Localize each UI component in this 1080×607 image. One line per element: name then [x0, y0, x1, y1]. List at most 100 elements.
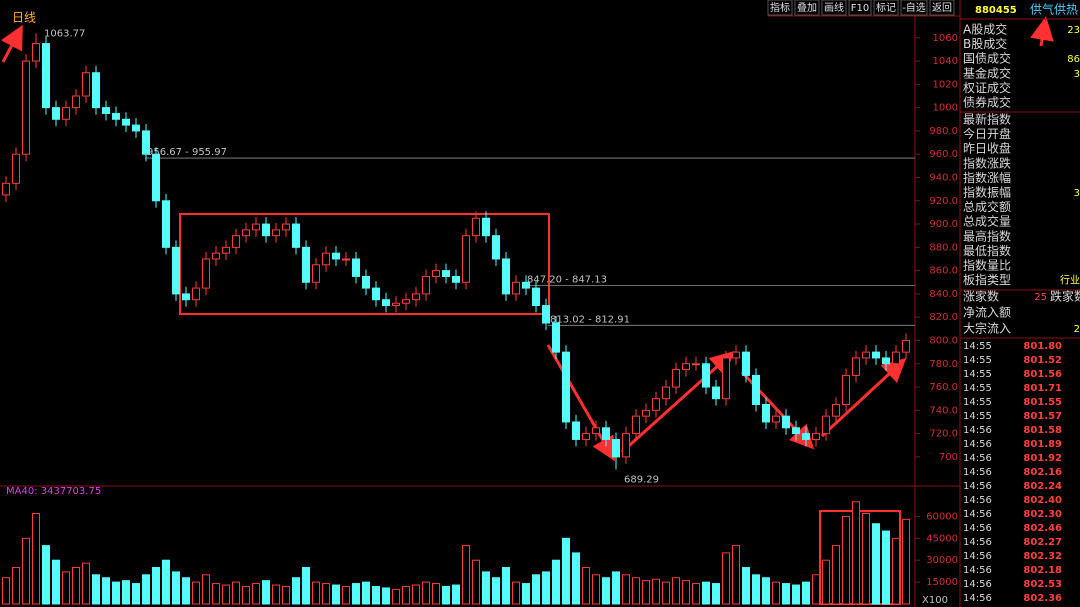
- volume-bar: [252, 583, 260, 605]
- toolbar-label[interactable]: F10: [851, 3, 869, 14]
- candle-body: [212, 252, 220, 260]
- toolbar-label[interactable]: 指标: [770, 1, 790, 14]
- panel-value: 2: [1074, 324, 1080, 335]
- tick-time: 14:56: [963, 551, 992, 562]
- toolbar-button[interactable]: [848, 0, 872, 16]
- toolbar-button[interactable]: [929, 0, 955, 16]
- ref-label: 847.20 - 847.13: [527, 275, 607, 286]
- candle-body: [882, 357, 890, 365]
- toolbar-button[interactable]: [794, 0, 820, 16]
- toolbar-button[interactable]: [900, 0, 928, 16]
- tick-time: 14:56: [963, 467, 992, 478]
- y-tick-label: 1060: [933, 33, 958, 44]
- volume-bar: [592, 574, 600, 605]
- candle-body: [742, 351, 750, 376]
- volume-bar: [132, 583, 140, 605]
- volume-bar: [682, 580, 690, 605]
- candle-body: [152, 153, 160, 202]
- candle-body: [452, 275, 460, 283]
- name: 供气供热: [1030, 2, 1078, 17]
- panel-label: 指数振幅: [963, 185, 1011, 200]
- y-tick-label: 840.0: [929, 289, 958, 300]
- tick-price: 801.56: [1023, 369, 1062, 380]
- volume-bar: [712, 583, 720, 605]
- toolbar-label[interactable]: 叠加: [797, 2, 817, 14]
- panel-label: 最高指数: [963, 228, 1011, 243]
- volume-bar: [412, 584, 420, 605]
- panel-label: 最新指数: [963, 112, 1011, 127]
- candle-body: [612, 438, 620, 458]
- candle-body: [232, 235, 240, 248]
- volume-bar: [552, 559, 560, 605]
- volume-bar: [162, 559, 170, 605]
- candle-body: [412, 293, 420, 301]
- tick-price: 802.18: [1023, 565, 1062, 576]
- candle-body: [192, 287, 200, 301]
- tick-time: 14:56: [963, 481, 992, 492]
- candle-body: [242, 229, 250, 237]
- toolbar-label[interactable]: 返回: [932, 2, 952, 14]
- toolbar-label[interactable]: 标记: [876, 2, 896, 14]
- toolbar-label[interactable]: 画线: [824, 1, 844, 14]
- candle-body: [52, 107, 60, 120]
- candle-body: [592, 427, 600, 435]
- candle-body: [462, 235, 470, 283]
- candle-body: [272, 229, 280, 237]
- tick-price: 802.36: [1023, 593, 1062, 604]
- period-label: 日线: [12, 11, 36, 25]
- volume-bar: [102, 577, 110, 605]
- volume-bar: [262, 580, 270, 605]
- panel-label: 总成交额: [963, 199, 1011, 214]
- volume-bar: [292, 577, 300, 605]
- candle-body: [222, 246, 230, 254]
- toolbar-button[interactable]: [873, 0, 899, 16]
- candle-body: [802, 433, 810, 440]
- candle-body: [772, 415, 780, 423]
- volume-bar: [562, 537, 570, 605]
- panel-value: 23: [1067, 25, 1080, 36]
- tick-price: 802.40: [1023, 495, 1062, 506]
- volume-bar: [382, 587, 390, 605]
- candle-body: [752, 374, 760, 406]
- candle-body: [512, 281, 520, 295]
- candle-body: [282, 223, 290, 231]
- volume-bar: [832, 545, 840, 605]
- volume-bar: [362, 581, 370, 605]
- panel-label: 大宗流入: [963, 321, 1011, 336]
- volume-bar: [622, 574, 630, 605]
- candle-body: [722, 357, 730, 400]
- candle-body: [582, 433, 590, 440]
- candle-body: [332, 252, 340, 260]
- tick-price: 802.46: [1023, 523, 1062, 534]
- panel-label: 净流入额: [963, 306, 1011, 320]
- y-tick-label: 1000: [933, 103, 958, 114]
- panel-label: 昨日收盘: [963, 141, 1011, 156]
- volume-bar: [222, 584, 230, 605]
- volume-bar: [642, 580, 650, 605]
- toolbar-button[interactable]: [821, 0, 847, 16]
- y-tick-label: 720.0: [929, 429, 958, 440]
- candle-body: [872, 351, 880, 359]
- toolbar-button[interactable]: [767, 0, 793, 16]
- candle-body: [542, 305, 550, 324]
- volume-bar: [32, 513, 40, 605]
- y-tick-label: 920.0: [929, 196, 958, 207]
- ref-label: 956.67 - 955.97: [147, 147, 227, 158]
- y-tick-label: 860.0: [929, 266, 958, 277]
- volume-bar: [112, 581, 120, 605]
- volume-bar: [882, 530, 890, 605]
- candle-body: [502, 258, 510, 295]
- volume-bar: [572, 552, 580, 605]
- candle-body: [602, 427, 610, 440]
- candle-body: [662, 386, 670, 400]
- volume-bar: [422, 581, 430, 605]
- y-tick-label: 45000: [926, 533, 958, 544]
- candle-body: [782, 415, 790, 429]
- volume-bar: [612, 571, 620, 605]
- tick-time: 14:55: [963, 369, 992, 380]
- arrow: [0, 24, 23, 63]
- toolbar-label[interactable]: -自选: [902, 1, 926, 14]
- volume-bar: [442, 585, 450, 605]
- volume-bar: [792, 584, 800, 605]
- candle-body: [442, 270, 450, 277]
